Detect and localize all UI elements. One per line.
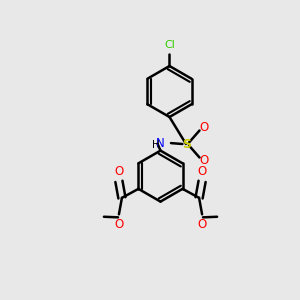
Text: O: O: [197, 165, 207, 178]
Text: O: O: [200, 121, 208, 134]
Text: H: H: [152, 140, 159, 150]
Text: N: N: [156, 136, 165, 150]
Text: O: O: [114, 218, 124, 231]
Text: O: O: [197, 218, 207, 231]
Text: S: S: [182, 137, 191, 151]
Text: O: O: [114, 165, 124, 178]
Text: Cl: Cl: [164, 40, 175, 50]
Text: O: O: [200, 154, 208, 167]
